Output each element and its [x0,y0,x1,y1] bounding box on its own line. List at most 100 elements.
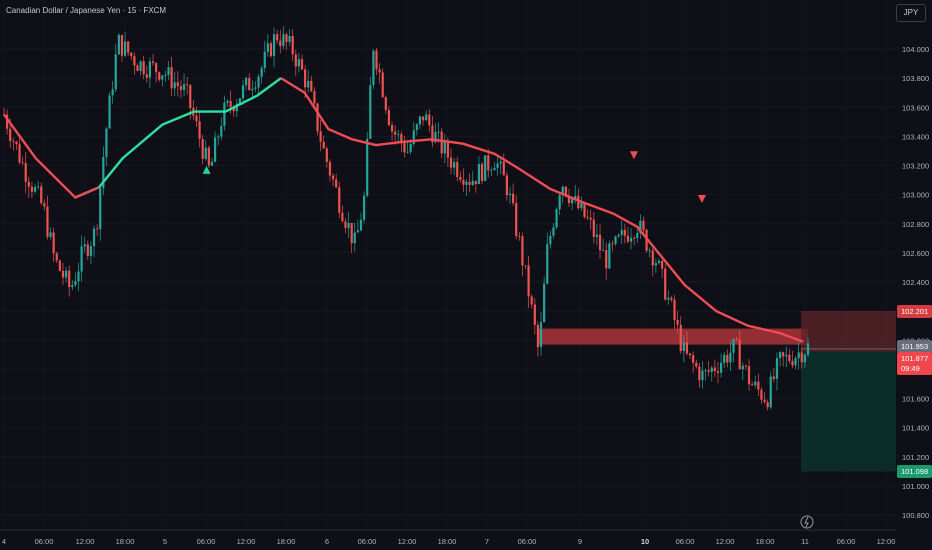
candle-body [46,206,49,237]
time-tick-label: 11 [801,537,809,546]
candle-body [723,354,726,363]
candle-body [378,69,381,73]
candle-body [229,100,232,108]
candle-body [21,162,24,164]
price-tick-label: 104.000 [902,45,929,54]
candle-body [471,180,474,185]
candle-body [27,181,30,187]
take-profit-label: 101.098 [897,465,932,478]
candle-body [657,260,661,264]
candle-body [260,68,263,77]
candle-body [347,222,350,228]
candle-body [533,304,536,325]
candle-body [543,283,546,323]
candle-body [381,72,384,98]
candle-body [409,143,412,152]
lightning-icon[interactable] [800,515,814,529]
candle-body [164,75,167,76]
candle-body [186,84,189,86]
candle-body [52,232,55,254]
sell-signal-icon [629,151,638,160]
candle-body [179,86,183,90]
candle-body [58,260,61,271]
candle-body [617,234,620,237]
candle-body [546,244,549,284]
candle-body [195,115,198,122]
candle-body [425,114,428,121]
candle-body [468,181,471,185]
candle-body [521,236,524,266]
candle-body [583,202,586,218]
time-tick-label: 06:00 [518,537,537,546]
candle-body [210,161,214,166]
candle-body [266,43,269,52]
time-tick-label: 18:00 [438,537,457,546]
candle-body [307,80,310,88]
candle-body [530,296,533,305]
candle-body [701,370,704,381]
candle-body [328,161,332,176]
candle-body [685,342,689,354]
candle-body [515,203,518,236]
candle-body [446,141,450,158]
candle-body [707,370,710,372]
candle-body [325,148,328,162]
candle-body [167,67,170,76]
candle-body [797,352,800,359]
time-axis[interactable]: 4 06:00 12:00 18:00 5 06:00 12:00 18:00 6 06:00 12… [0,529,896,546]
candle-body [421,116,425,121]
take-profit-zone [801,351,896,472]
candle-body [43,203,46,207]
candle-body [170,67,173,89]
zones [538,310,896,472]
candle-body [456,162,459,178]
candle-body [589,217,592,220]
moving-average-falling [3,77,804,343]
candle-body [586,217,589,218]
candle-body [505,175,508,196]
candle-body [549,235,552,245]
candle-body [536,324,540,348]
candle-body [403,143,406,153]
candle-body [648,250,651,252]
candle-body [319,131,322,142]
price-tick-label: 103.600 [902,103,929,112]
candle-body [437,131,440,133]
candle-body [732,339,735,353]
candle-body [772,376,775,379]
candle-body [698,366,701,381]
price-axis-bg [896,0,932,550]
candle-body [580,202,583,209]
candle-body [15,141,18,145]
candle-body [735,339,738,340]
candle-body [161,75,164,80]
candle-body [704,370,707,372]
price-tick-label: 101.200 [902,453,929,462]
candle-body [133,56,136,66]
candle-body [676,319,679,325]
candle-body [254,87,257,89]
price-tick-label: 103.800 [902,74,929,83]
candle-body [726,354,729,363]
candle-body [443,141,446,154]
symbol-title: Canadian Dollar / Japanese Yen · 15 · FX… [6,6,167,15]
candle-body [9,128,12,142]
candle-body [623,229,626,236]
candle-body [629,237,633,242]
candle-body [338,187,341,213]
candle-body [105,128,108,157]
currency-button[interactable]: JPY [896,4,926,22]
candle-body [651,250,654,266]
candle-body [508,193,512,196]
candle-body [226,100,229,103]
candle-body [114,54,117,90]
candle-body [692,355,695,363]
candle-body [310,80,313,92]
stop-loss-zone [801,310,896,352]
candle-body [527,265,530,297]
candle-body [304,69,307,88]
price-axis[interactable]: 104.000 103.800 103.600 103.400 103.200 103.0… [896,0,932,550]
buy-signal-icon [202,165,211,174]
candle-body [602,250,605,251]
